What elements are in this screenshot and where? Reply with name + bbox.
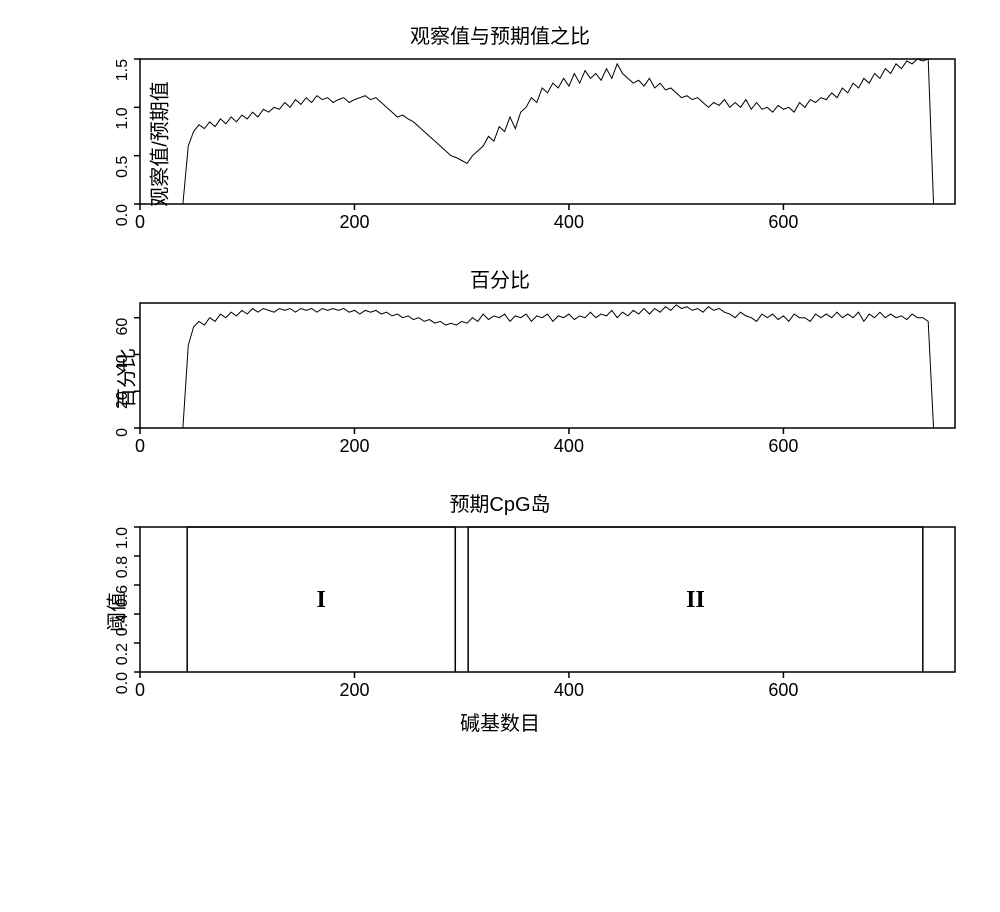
chart2-svg: 02004006000204060	[100, 298, 960, 458]
svg-text:200: 200	[339, 436, 369, 456]
chart2-panel: 百分比 百分比 02004006000204060	[20, 264, 980, 458]
chart2-wrap: 百分比 02004006000204060	[100, 298, 960, 458]
svg-text:1.0: 1.0	[114, 107, 131, 129]
svg-text:200: 200	[339, 212, 369, 232]
svg-text:1.0: 1.0	[114, 527, 131, 549]
chart2-title: 百分比	[20, 264, 980, 293]
svg-text:0.8: 0.8	[114, 556, 131, 578]
svg-text:60: 60	[114, 318, 131, 336]
svg-text:600: 600	[768, 212, 798, 232]
global-xlabel: 碱基数目	[20, 707, 980, 736]
svg-text:I: I	[317, 587, 326, 613]
svg-text:0.5: 0.5	[114, 156, 131, 178]
chart3-svg: 02004006000.00.20.40.60.81.0III	[100, 522, 960, 702]
chart1-wrap: 观察值/预期值 0 200 400 600 0.0 0.5 1.0 1.5	[100, 54, 960, 234]
svg-text:600: 600	[768, 680, 798, 700]
chart2-ylabel: 百分比	[111, 348, 140, 408]
chart1-ylabel: 观察值/预期值	[143, 81, 172, 207]
chart1-panel: 观察值与预期值之比 观察值/预期值 0 200 400 600 0.0 0.5 1.0 1.5	[20, 20, 980, 234]
svg-text:0.0: 0.0	[114, 672, 131, 694]
svg-text:400: 400	[554, 436, 584, 456]
svg-text:0.0: 0.0	[114, 204, 131, 226]
chart1-svg: 0 200 400 600 0.0 0.5 1.0 1.5	[100, 54, 960, 234]
svg-text:1.5: 1.5	[114, 59, 131, 81]
chart3-ylabel: 阈值	[101, 592, 130, 632]
chart1-title: 观察值与预期值之比	[20, 20, 980, 49]
chart3-wrap: 阈值 02004006000.00.20.40.60.81.0III	[100, 522, 960, 702]
svg-text:0.2: 0.2	[114, 643, 131, 665]
svg-text:II: II	[686, 587, 705, 613]
svg-text:0: 0	[135, 436, 145, 456]
svg-text:400: 400	[554, 680, 584, 700]
chart3-panel: 预期CpG岛 阈值 02004006000.00.20.40.60.81.0II…	[20, 488, 980, 736]
svg-text:0: 0	[114, 428, 131, 437]
chart3-title: 预期CpG岛	[20, 488, 980, 517]
svg-text:600: 600	[768, 436, 798, 456]
svg-text:200: 200	[339, 680, 369, 700]
svg-text:0: 0	[135, 680, 145, 700]
svg-text:0: 0	[135, 212, 145, 232]
svg-text:400: 400	[554, 212, 584, 232]
